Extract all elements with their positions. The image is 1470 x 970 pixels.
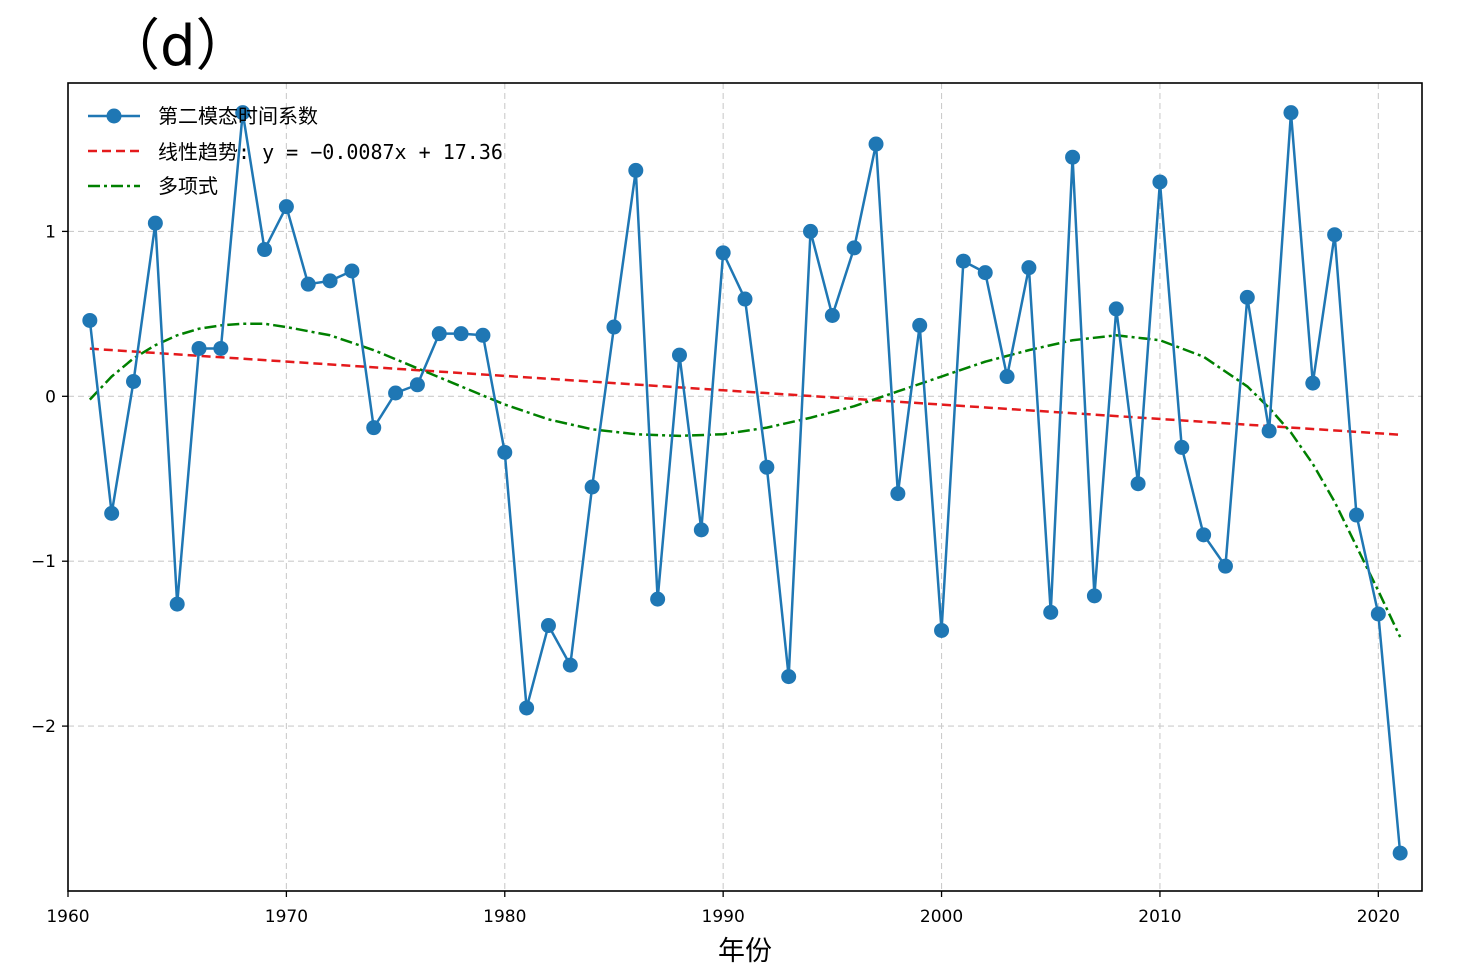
legend-label-linear-trend: 线性趋势: y = −0.0087x + 17.36: [158, 140, 503, 164]
data-point: [1305, 375, 1321, 391]
x-tick-label: 2000: [920, 907, 963, 927]
x-tick-label: 1960: [46, 907, 89, 927]
data-point: [475, 327, 491, 343]
data-point: [1086, 588, 1102, 604]
data-point: [453, 326, 469, 342]
data-point: [388, 385, 404, 401]
y-tick-label: −1: [31, 552, 56, 572]
data-point: [890, 486, 906, 502]
data-point: [1370, 606, 1386, 622]
legend-label-coefficient: 第二模态时间系数: [158, 104, 318, 128]
data-point: [737, 291, 753, 307]
data-point: [409, 377, 425, 393]
data-point: [868, 136, 884, 152]
data-point: [344, 263, 360, 279]
data-point: [278, 199, 294, 215]
data-point: [126, 373, 142, 389]
data-point: [1174, 439, 1190, 455]
legend: 第二模态时间系数 线性趋势: y = −0.0087x + 17.36 多项式: [88, 104, 503, 198]
data-point: [1130, 476, 1146, 492]
data-point: [759, 459, 775, 475]
x-tick-label: 2010: [1138, 907, 1181, 927]
data-point: [715, 245, 731, 261]
data-point: [169, 596, 185, 612]
data-point: [497, 444, 513, 460]
data-point: [1392, 845, 1408, 861]
x-tick-label: 1970: [265, 907, 308, 927]
data-point: [846, 240, 862, 256]
linear-trend-line: [89, 347, 1401, 436]
data-point: [519, 700, 535, 716]
data-point: [1261, 423, 1277, 439]
data-point: [104, 505, 120, 521]
data-point: [650, 591, 666, 607]
x-tick-label: 2020: [1357, 907, 1400, 927]
data-point: [803, 223, 819, 239]
data-point: [671, 347, 687, 363]
y-tick-label: 0: [45, 387, 56, 407]
data-point: [1217, 558, 1233, 574]
data-point: [824, 308, 840, 324]
data-point: [1043, 604, 1059, 620]
data-point: [431, 326, 447, 342]
data-point: [1348, 507, 1364, 523]
x-axis: 1960 1970 1980 1990 2000 2010 2020: [46, 891, 1400, 927]
data-point: [213, 340, 229, 356]
data-point: [955, 253, 971, 269]
x-tick-label: 1980: [483, 907, 526, 927]
data-point: [1327, 227, 1343, 243]
data-point: [540, 618, 556, 634]
polynomial-fit-line: [88, 322, 1402, 638]
data-point: [322, 273, 338, 289]
data-point: [977, 265, 993, 281]
y-axis: −2 −1 0 1: [31, 222, 68, 737]
data-point: [562, 657, 578, 673]
data-point: [1152, 174, 1168, 190]
x-axis-label: 年份: [718, 936, 772, 967]
data-point: [934, 622, 950, 638]
data-point: [693, 522, 709, 538]
data-point: [1021, 260, 1037, 276]
legend-marker-coefficient: [106, 108, 122, 124]
data-point: [606, 319, 622, 335]
data-point: [366, 420, 382, 436]
plot-frame: [67, 82, 1423, 892]
data-point: [300, 276, 316, 292]
data-point: [1239, 289, 1255, 305]
data-point: [191, 340, 207, 356]
data-point: [912, 317, 928, 333]
x-tick-label: 1990: [702, 907, 745, 927]
data-point: [235, 105, 251, 121]
data-point: [1108, 301, 1124, 317]
panel-label: （d）: [104, 14, 252, 79]
data-point: [1283, 105, 1299, 121]
data-point: [584, 479, 600, 495]
y-tick-label: −2: [31, 717, 56, 737]
data-point: [82, 312, 98, 328]
data-point: [999, 369, 1015, 385]
grid: [67, 83, 1422, 891]
data-point: [147, 215, 163, 231]
data-point: [1196, 527, 1212, 543]
y-tick-label: 1: [45, 222, 56, 242]
data-point: [781, 669, 797, 685]
legend-label-polynomial: 多项式: [158, 174, 218, 198]
data-point: [257, 242, 273, 258]
data-point: [1065, 149, 1081, 165]
data-point: [628, 162, 644, 178]
series-layer: [82, 105, 1408, 861]
